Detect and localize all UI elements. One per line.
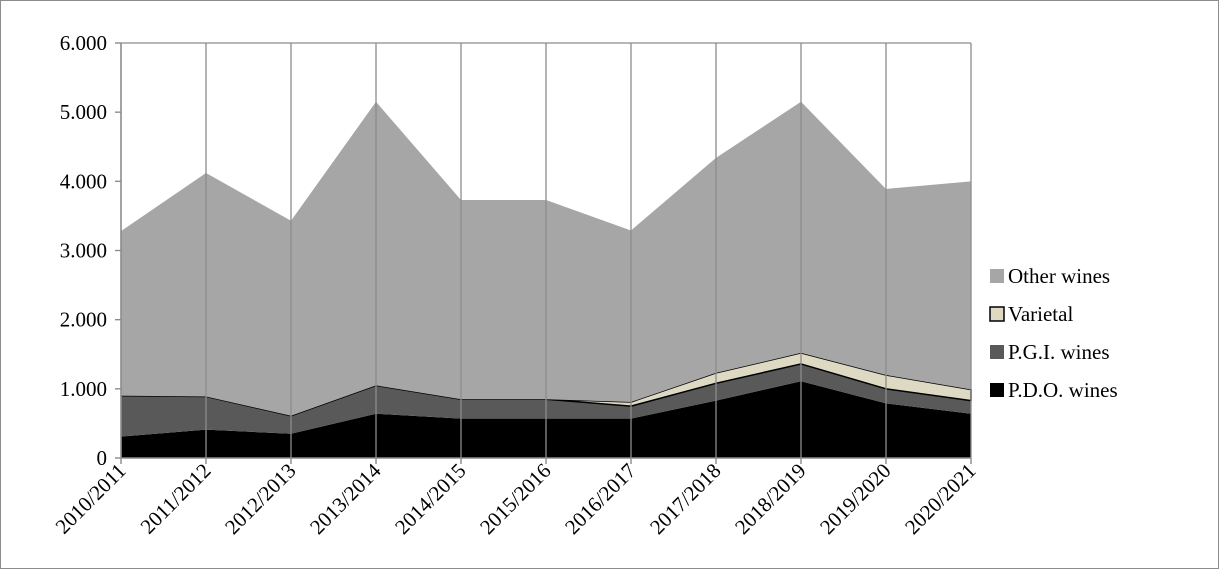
legend-label-other-wines: Other wines	[1008, 264, 1110, 288]
x-tick-label: 2010/2011	[51, 459, 131, 539]
x-tick-label: 2019/2020	[815, 459, 895, 539]
legend-swatch-varietal	[989, 306, 1005, 322]
y-tick-label: 0	[97, 446, 108, 470]
legend-label-varietal: Varietal	[1008, 302, 1073, 326]
legend-label-p-g-i-wines: P.G.I. wines	[1008, 340, 1110, 364]
y-tick-label: 1.000	[60, 377, 107, 401]
y-tick-label: 4.000	[60, 169, 107, 193]
x-tick-label: 2015/2016	[475, 459, 555, 539]
legend-swatch-p-d-o-wines	[990, 383, 1004, 397]
y-tick-label: 6.000	[60, 31, 107, 55]
x-tick-label: 2017/2018	[645, 459, 725, 539]
x-tick-label: 2013/2014	[305, 458, 386, 539]
axes	[115, 42, 972, 464]
gridlines	[121, 42, 972, 458]
x-tick-label: 2012/2013	[220, 459, 300, 539]
x-tick-label: 2018/2019	[730, 459, 810, 539]
legend-label-p-d-o-wines: P.D.O. wines	[1008, 378, 1118, 402]
x-tick-label: 2016/2017	[560, 459, 640, 539]
y-tick-label: 3.000	[60, 239, 107, 263]
legend-swatch-p-g-i-wines	[990, 345, 1004, 359]
legend-swatch-other-wines	[990, 269, 1004, 283]
x-tick-label: 2011/2012	[136, 459, 216, 539]
legend: Other wines Varietal P.G.I. wines P.D.O. wi…	[989, 264, 1118, 402]
y-tick-label: 5.000	[60, 100, 107, 124]
y-tick-label: 2.000	[60, 308, 107, 332]
x-tick-label: 2020/2021	[900, 459, 980, 539]
x-tick-label: 2014/2015	[390, 459, 470, 539]
